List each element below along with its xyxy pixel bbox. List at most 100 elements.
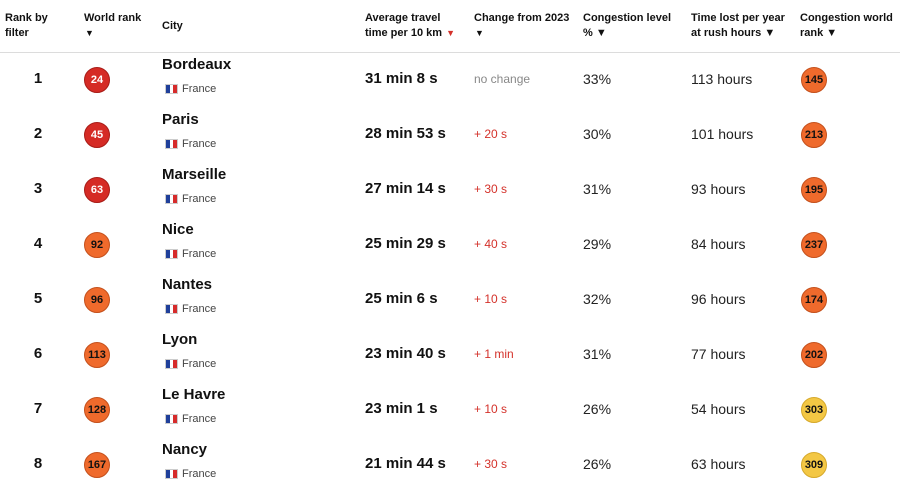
- country-name: France: [182, 468, 217, 480]
- country-label: France: [165, 468, 216, 480]
- header-time-lost[interactable]: Time lost per year at rush hours ▼: [691, 12, 785, 39]
- change-from-2023: + 40 s: [474, 237, 508, 251]
- change-from-2023: + 10 s: [474, 402, 508, 416]
- city-name[interactable]: Nantes: [162, 276, 213, 293]
- time-lost-per-year: 101 hours: [691, 126, 754, 142]
- france-flag-icon: [165, 249, 178, 259]
- table-row[interactable]: 5 96 Nantes France 25 min 6 s + 10 s 32% 96 hou…: [0, 272, 900, 327]
- table-row[interactable]: 3 63 Marseille France 27 min 14 s + 30 s 31% 93…: [0, 162, 900, 217]
- congestion-level: 26%: [583, 456, 612, 472]
- congestion-level: 29%: [583, 236, 612, 252]
- congestion-world-rank-badge: 195: [801, 177, 827, 203]
- france-flag-icon: [165, 84, 178, 94]
- france-flag-icon: [165, 359, 178, 369]
- time-lost-per-year: 63 hours: [691, 456, 746, 472]
- france-flag-icon: [165, 304, 178, 314]
- sort-arrow-icon: ▼: [85, 28, 94, 38]
- world-rank-badge: 45: [84, 122, 110, 148]
- time-lost-per-year: 93 hours: [691, 181, 746, 197]
- header-world-rank[interactable]: World rank ▼: [84, 11, 141, 41]
- table-row[interactable]: 2 45 Paris France 28 min 53 s + 20 s 30% 101 ho…: [0, 107, 900, 162]
- country-name: France: [182, 248, 217, 260]
- avg-travel-time: 25 min 6 s: [365, 290, 438, 307]
- country-name: France: [182, 138, 217, 150]
- time-lost-per-year: 113 hours: [691, 71, 753, 87]
- change-from-2023: + 20 s: [474, 127, 508, 141]
- congestion-world-rank-badge: 174: [801, 287, 827, 313]
- change-from-2023: no change: [474, 72, 531, 86]
- rank-by-filter: 8: [33, 455, 43, 472]
- country-label: France: [165, 413, 216, 425]
- france-flag-icon: [165, 414, 178, 424]
- avg-travel-time: 28 min 53 s: [365, 125, 446, 142]
- country-label: France: [165, 83, 216, 95]
- header-city: City: [162, 20, 183, 32]
- time-lost-per-year: 84 hours: [691, 236, 746, 252]
- rank-by-filter: 2: [33, 125, 43, 142]
- city-name[interactable]: Le Havre: [162, 386, 226, 403]
- change-from-2023: + 30 s: [474, 457, 508, 471]
- city-name[interactable]: Marseille: [162, 166, 227, 183]
- change-from-2023: + 10 s: [474, 292, 508, 306]
- sort-arrow-icon: ▼: [475, 28, 484, 38]
- city-name[interactable]: Bordeaux: [162, 56, 232, 73]
- avg-travel-time: 23 min 1 s: [365, 400, 438, 417]
- france-flag-icon: [165, 139, 178, 149]
- sort-arrow-active-icon: ▼: [446, 28, 456, 38]
- table-row[interactable]: 7 128 Le Havre France 23 min 1 s + 10 s 26% 54 …: [0, 382, 900, 437]
- country-name: France: [182, 193, 217, 205]
- congestion-level: 32%: [583, 291, 612, 307]
- congestion-level: 30%: [583, 126, 612, 142]
- city-name[interactable]: Nice: [162, 221, 194, 238]
- world-rank-badge: 96: [84, 287, 110, 313]
- table-row[interactable]: 4 92 Nice France 25 min 29 s + 40 s 29% 84 hour…: [0, 217, 900, 272]
- rank-by-filter: 1: [33, 70, 43, 87]
- time-lost-per-year: 54 hours: [691, 401, 746, 417]
- table-row[interactable]: 8 167 Nancy France 21 min 44 s + 30 s 26% 63 ho…: [0, 437, 900, 492]
- table-row[interactable]: 1 24 Bordeaux France 31 min 8 s no change 33% 1…: [0, 52, 900, 107]
- congestion-world-rank-badge: 213: [801, 122, 827, 148]
- avg-travel-time: 27 min 14 s: [365, 180, 446, 197]
- congestion-level: 31%: [583, 346, 612, 362]
- table-row[interactable]: 6 113 Lyon France 23 min 40 s + 1 min 31% 77 ho…: [0, 327, 900, 382]
- congestion-level: 26%: [583, 401, 612, 417]
- avg-travel-time: 31 min 8 s: [365, 70, 438, 87]
- change-from-2023: + 30 s: [474, 182, 508, 196]
- avg-travel-time: 21 min 44 s: [365, 455, 446, 472]
- congestion-level: 33%: [583, 71, 612, 87]
- table-header: Rank by filter World rank ▼ City Average…: [0, 0, 900, 53]
- header-congestion-world-rank[interactable]: Congestion world rank ▼: [800, 12, 893, 39]
- avg-travel-time: 23 min 40 s: [365, 345, 446, 362]
- country-label: France: [165, 303, 216, 315]
- world-rank-badge: 167: [84, 452, 110, 478]
- country-name: France: [182, 413, 217, 425]
- rank-by-filter: 3: [33, 180, 43, 197]
- city-name[interactable]: Nancy: [162, 441, 208, 458]
- header-congestion-level[interactable]: Congestion level % ▼: [583, 12, 672, 39]
- country-name: France: [182, 358, 217, 370]
- congestion-level: 31%: [583, 181, 612, 197]
- world-rank-badge: 92: [84, 232, 110, 258]
- country-label: France: [165, 248, 216, 260]
- congestion-world-rank-badge: 237: [801, 232, 827, 258]
- header-rank-by-filter[interactable]: Rank by filter: [5, 12, 48, 39]
- country-label: France: [165, 358, 216, 370]
- country-name: France: [182, 83, 217, 95]
- change-from-2023: + 1 min: [474, 347, 514, 361]
- city-name[interactable]: Paris: [162, 111, 199, 128]
- congestion-world-rank-badge: 309: [801, 452, 827, 478]
- world-rank-badge: 128: [84, 397, 110, 423]
- world-rank-badge: 113: [84, 342, 110, 368]
- header-change-from-2023[interactable]: Change from 2023 ▼: [474, 11, 569, 41]
- time-lost-per-year: 77 hours: [691, 346, 746, 362]
- world-rank-badge: 24: [84, 67, 110, 93]
- rank-by-filter: 7: [33, 400, 43, 417]
- france-flag-icon: [165, 469, 178, 479]
- country-label: France: [165, 138, 216, 150]
- city-name[interactable]: Lyon: [162, 331, 198, 348]
- congestion-world-rank-badge: 202: [801, 342, 827, 368]
- avg-travel-time: 25 min 29 s: [365, 235, 446, 252]
- header-avg-travel-time[interactable]: Average travel time per 10 km ▼: [365, 12, 456, 39]
- world-rank-badge: 63: [84, 177, 110, 203]
